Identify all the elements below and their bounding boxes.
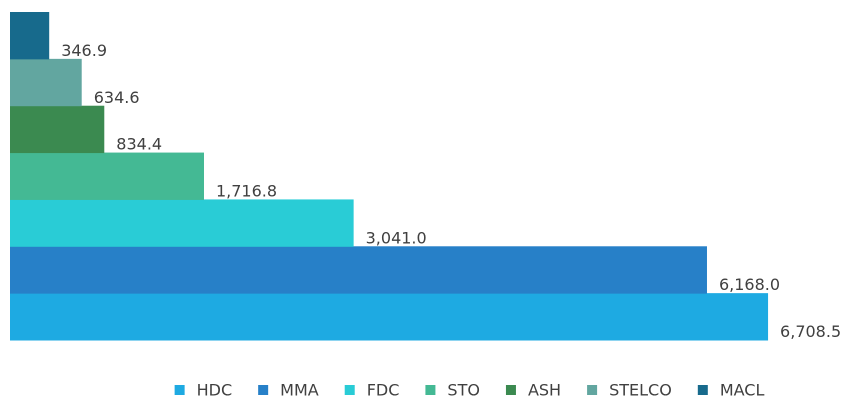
bar	[10, 246, 707, 294]
legend-label: ASH	[528, 381, 561, 400]
legend-swatch	[505, 385, 516, 395]
data-label: 834.4	[116, 135, 162, 154]
bar	[10, 58, 82, 107]
legend-label: MMA	[280, 381, 319, 400]
legend-swatch	[344, 385, 355, 395]
legend-label: HDC	[197, 381, 233, 400]
data-label: 1,716.8	[216, 182, 277, 201]
bar	[10, 105, 105, 154]
bar	[10, 12, 50, 60]
bar	[10, 152, 204, 200]
legend-label: MACL	[720, 381, 765, 400]
legend-label: STO	[447, 381, 480, 400]
legend-swatch	[258, 385, 269, 395]
legend-swatch	[697, 385, 708, 395]
legend-label: FDC	[367, 381, 400, 400]
data-label: 6,708.5	[780, 322, 841, 341]
data-label: 6,168.0	[719, 275, 780, 294]
bar	[10, 293, 769, 341]
data-label: 3,041.0	[366, 228, 427, 247]
legend-label: STELCO	[609, 381, 672, 400]
bar	[10, 199, 354, 247]
data-label: 346.9	[61, 41, 107, 60]
legend-swatch	[587, 385, 598, 395]
legend-swatch	[174, 385, 185, 395]
legend-swatch	[425, 385, 436, 395]
data-label: 634.6	[94, 88, 140, 107]
